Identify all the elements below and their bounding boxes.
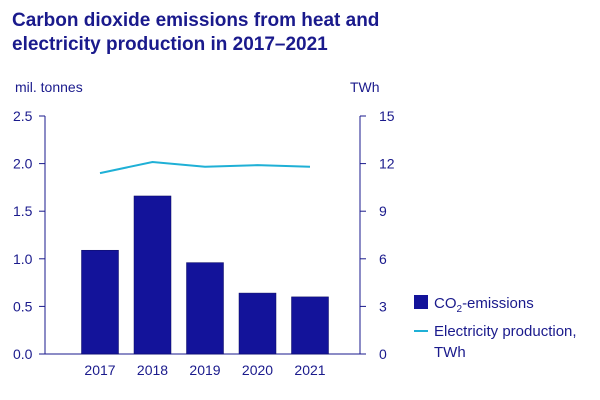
plot-area: 0.0 0.5 1.0 1.5 2.0 2.5 0 3 6 9 12 15 2017 2018 2019 20… bbox=[13, 108, 395, 378]
x-tick-label: 2020 bbox=[242, 362, 273, 378]
y-left-tick-label: 1.5 bbox=[13, 203, 33, 219]
x-tick-label: 2021 bbox=[294, 362, 325, 378]
y-right-tick-label: 9 bbox=[379, 203, 387, 219]
y-left-tick-label: 1.0 bbox=[13, 251, 33, 267]
bar-co2-emissions bbox=[291, 296, 329, 355]
y-right-tick-label: 0 bbox=[379, 346, 387, 362]
legend-label-electricity-line-1: Electricity production, bbox=[434, 323, 577, 340]
line-electricity-production bbox=[99, 161, 311, 175]
legend-label-electricity-line-2: TWh bbox=[434, 344, 466, 361]
legend-label-co2-sub: 2 bbox=[457, 304, 463, 315]
y-right-unit-label: TWh bbox=[350, 79, 380, 95]
bar-co2-emissions bbox=[133, 195, 172, 355]
y-left-tick-label: 0.0 bbox=[13, 346, 33, 362]
y-left-unit-label: mil. tonnes bbox=[15, 79, 83, 95]
x-tick-label: 2018 bbox=[137, 362, 168, 378]
chart-title-line-2: electricity production in 2017–2021 bbox=[12, 34, 328, 55]
bar-co2-emissions bbox=[186, 262, 224, 355]
bar-co2-emissions bbox=[81, 249, 119, 355]
x-tick-label: 2017 bbox=[84, 362, 115, 378]
y-right-tick-label: 3 bbox=[379, 298, 387, 314]
y-left-tick-label: 0.5 bbox=[13, 298, 33, 314]
legend-label-co2-main: CO bbox=[434, 295, 457, 312]
bar-co2-emissions bbox=[238, 292, 277, 355]
legend-swatch-co2 bbox=[414, 295, 428, 309]
legend: CO2-emissions Electricity production, TW… bbox=[414, 295, 577, 361]
y-left-tick-label: 2.0 bbox=[13, 156, 33, 172]
y-right-tick-label: 15 bbox=[379, 108, 395, 124]
y-right-tick-label: 6 bbox=[379, 251, 387, 267]
chart-title-line-1: Carbon dioxide emissions from heat and bbox=[12, 10, 379, 31]
y-right-tick-label: 12 bbox=[379, 156, 395, 172]
y-left-tick-label: 2.5 bbox=[13, 108, 33, 124]
chart-title: Carbon dioxide emissions from heat and e… bbox=[12, 10, 379, 55]
legend-label-co2-rest: -emissions bbox=[462, 295, 534, 312]
legend-label-co2: CO2-emissions bbox=[434, 295, 534, 315]
x-tick-label: 2019 bbox=[189, 362, 220, 378]
